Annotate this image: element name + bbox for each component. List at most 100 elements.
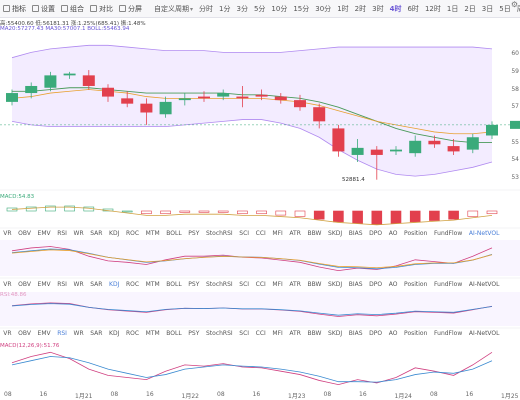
timeframe-tab[interactable]: 2时 [354, 4, 367, 13]
indicator-tab-emv[interactable]: EMV [37, 281, 51, 288]
indicator-tab-stochrsi[interactable]: StochRSI [205, 330, 233, 337]
indicator-tab-wr[interactable]: WR [73, 330, 84, 337]
timeframe-tab[interactable]: 3时 [372, 4, 384, 13]
indicator-tab-sci[interactable]: SCI [239, 230, 250, 237]
combine-button[interactable]: 组合 [58, 4, 87, 14]
indicator-button[interactable]: 指标 [0, 4, 29, 14]
indicator-tab-kdj[interactable]: KDJ [109, 281, 120, 288]
timeframe-tab[interactable]: 1分 [219, 4, 231, 13]
indicator-tab-cci[interactable]: CCI [255, 330, 266, 337]
indicator-tab-dpo[interactable]: DPO [369, 330, 383, 337]
indicator-tab-skdj[interactable]: SKDJ [328, 330, 343, 337]
indicator-tab-sci[interactable]: SCI [239, 281, 250, 288]
indicator-tab-dpo[interactable]: DPO [369, 281, 383, 288]
indicator-tab-skdj[interactable]: SKDJ [328, 230, 343, 237]
timeframe-tab[interactable]: 10分 [271, 4, 288, 13]
indicator-tab-mfi[interactable]: MFI [272, 330, 283, 337]
indicator-tab-stochrsi[interactable]: StochRSI [205, 230, 233, 237]
indicator-tab-sci[interactable]: SCI [239, 330, 250, 337]
indicator-tab-rsi[interactable]: RSI [57, 330, 67, 337]
indicator-tab-bias[interactable]: BIAS [348, 281, 363, 288]
indicator-tab-rsi[interactable]: RSI [57, 281, 67, 288]
indicator-tab-cci[interactable]: CCI [255, 230, 266, 237]
indicator-tab-kdj[interactable]: KDJ [109, 230, 120, 237]
indicator-tab-kdj[interactable]: KDJ [109, 330, 120, 337]
candle-body [313, 107, 326, 122]
indicator-tab-mfi[interactable]: MFI [272, 230, 283, 237]
indicator-tab-sar[interactable]: SAR [90, 330, 103, 337]
gear-button[interactable]: 设置 [29, 4, 58, 14]
indicator-tab-skdj[interactable]: SKDJ [328, 281, 343, 288]
indicator-tab-bbw[interactable]: BBW [307, 230, 322, 237]
indicator-tab-bias[interactable]: BIAS [348, 330, 363, 337]
indicator-tab-bbw[interactable]: BBW [307, 330, 322, 337]
indicator-tab-ai-netvol[interactable]: AI-NetVOL [468, 230, 500, 237]
indicator-tab-psy[interactable]: PSY [188, 230, 200, 237]
indicator-tab-sar[interactable]: SAR [90, 281, 103, 288]
timeframe-tab[interactable]: 15分 [293, 4, 310, 13]
indicator-tab-roc[interactable]: ROC [125, 330, 140, 337]
indicator-tab-cci[interactable]: CCI [255, 281, 266, 288]
indicator-tab-position[interactable]: Position [404, 330, 428, 337]
indicator-tab-fundflow[interactable]: FundFlow [434, 230, 463, 237]
timeframe-tab[interactable]: 4时 [389, 4, 402, 13]
indicator-tab-mfi[interactable]: MFI [272, 281, 283, 288]
indicator-tab-emv[interactable]: EMV [37, 230, 51, 237]
indicator-tab-position[interactable]: Position [404, 230, 428, 237]
timeframe-tab[interactable]: 5分 [253, 4, 266, 13]
indicator-tab-bias[interactable]: BIAS [348, 230, 363, 237]
indicator-tab-vr[interactable]: VR [3, 230, 12, 237]
indicator-tab-obv[interactable]: OBV [18, 281, 31, 288]
indicator-tab-boll[interactable]: BOLL [166, 230, 182, 237]
indicator-tab-fundflow[interactable]: FundFlow [434, 330, 463, 337]
indicator-tab-sar[interactable]: SAR [90, 230, 103, 237]
indicator-tab-dpo[interactable]: DPO [369, 230, 383, 237]
custom-period-dropdown[interactable]: 自定义周期▾ [151, 4, 196, 14]
indicator-tab-position[interactable]: Position [404, 281, 428, 288]
indicator-tab-psy[interactable]: PSY [188, 330, 200, 337]
indicator-tab-ao[interactable]: AO [388, 330, 398, 337]
indicator-tab-ao[interactable]: AO [388, 230, 398, 237]
timeframe-tab[interactable]: 1日 [446, 4, 459, 13]
indicator-tab-fundflow[interactable]: FundFlow [434, 281, 463, 288]
indicator-tab-ai-netvol[interactable]: AI-NetVOL [468, 281, 500, 288]
indicator-tab-atr[interactable]: ATR [289, 281, 301, 288]
indicator-tab-psy[interactable]: PSY [188, 281, 200, 288]
indicator-tab-roc[interactable]: ROC [125, 281, 140, 288]
indicator-tab-mtm[interactable]: MTM [145, 281, 160, 288]
indicator-tab-mtm[interactable]: MTM [145, 330, 160, 337]
timeframe-tab[interactable]: 6时 [407, 4, 419, 13]
indicator-tab-obv[interactable]: OBV [18, 330, 31, 337]
indicator-tab-mtm[interactable]: MTM [145, 230, 160, 237]
timeframe-tab[interactable]: 2日 [464, 4, 476, 13]
timeframe-tab[interactable]: 1时 [337, 4, 349, 13]
indicator-tab-emv[interactable]: EMV [37, 330, 51, 337]
timeframe-tab[interactable]: 周K [514, 4, 520, 14]
indicator-tab-rsi[interactable]: RSI [57, 230, 67, 237]
indicator-tab-atr[interactable]: ATR [289, 230, 301, 237]
settings-icon[interactable]: ⚙ [510, 0, 518, 9]
indicator-tab-roc[interactable]: ROC [125, 230, 140, 237]
indicator-tab-bbw[interactable]: BBW [307, 281, 322, 288]
indicator-tab-boll[interactable]: BOLL [166, 281, 182, 288]
indicator-tab-atr[interactable]: ATR [289, 330, 301, 337]
indicator-tab-obv[interactable]: OBV [18, 230, 31, 237]
time-axis-label: 08 [323, 391, 332, 398]
indicator-tab-vr[interactable]: VR [3, 330, 12, 337]
indicator-tab-ai-netvol[interactable]: AI-NetVOL [468, 330, 500, 337]
compare-button[interactable]: 对比 [87, 4, 116, 14]
indicator-tab-boll[interactable]: BOLL [166, 330, 182, 337]
indicator-tab-wr[interactable]: WR [73, 230, 84, 237]
indicator-tab-ao[interactable]: AO [388, 281, 398, 288]
timeframe-tab[interactable]: 30分 [315, 4, 332, 13]
timeframe-tab[interactable]: 5日 [499, 4, 511, 13]
timeframe-tab[interactable]: 3日 [481, 4, 494, 13]
indicator-tab-wr[interactable]: WR [73, 281, 84, 288]
timeframe-tab[interactable]: 12时 [424, 4, 441, 13]
split-screen-button[interactable]: 分屏 [116, 4, 145, 14]
timeframe-tab[interactable]: 3分 [236, 4, 248, 13]
indicator-tab-stochrsi[interactable]: StochRSI [205, 281, 233, 288]
indicator-tab-vr[interactable]: VR [3, 281, 12, 288]
timeframe-tab[interactable]: 分时 [199, 4, 214, 13]
